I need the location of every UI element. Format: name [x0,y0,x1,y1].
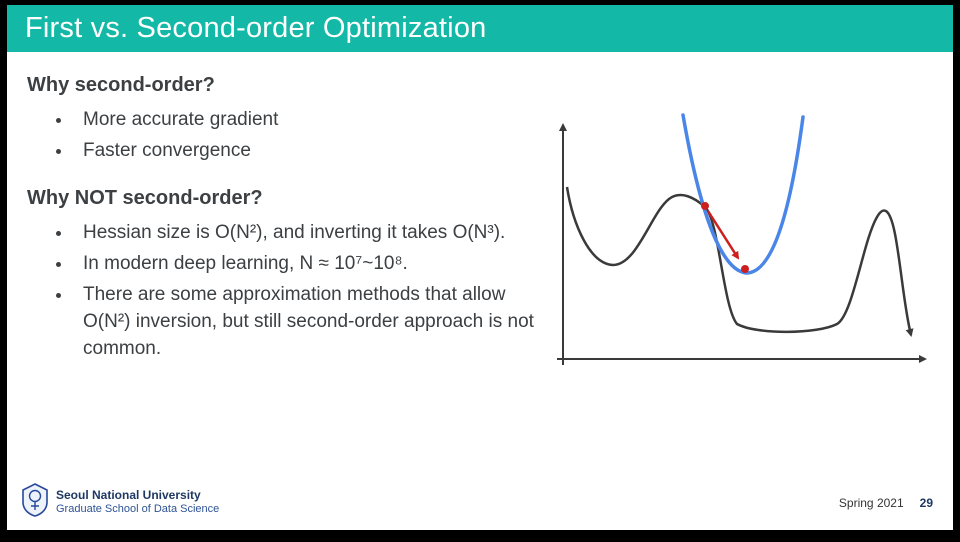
quadratic-approx-curve [681,113,805,275]
start-point-dot [701,202,709,210]
org-subtitle: Graduate School of Data Science [56,503,220,516]
footer-branding: Seoul National University Graduate Schoo… [21,483,219,522]
section-heading-why: Why second-order? [27,74,215,96]
bullet-list-why: More accurate gradient Faster convergenc… [27,107,547,165]
slide-content: Why second-order? More accurate gradient… [7,52,953,530]
newton-step-arrow [706,210,740,260]
org-name: Seoul National University [56,488,201,503]
slide-footer: Seoul National University Graduate Schoo… [21,483,933,522]
term-label: Spring 2021 [838,495,904,510]
slide-title: First vs. Second-order Optimization [25,12,487,44]
bullet-list-why-not: Hessian size is O(N²), and inverting it … [27,220,547,363]
slide-header: First vs. Second-order Optimization [7,5,953,52]
footer-org-text: Seoul National University Graduate Schoo… [56,488,219,517]
bullet-item: In modern deep learning, N ≈ 10⁷~10⁸. [73,251,545,278]
minimum-point-dot [741,265,749,273]
slide: First vs. Second-order Optimization Why … [7,5,953,530]
section-heading-why-not: Why NOT second-order? [27,186,263,209]
loss-landscape-svg [557,113,927,365]
content-column: Why second-order? More accurate gradient… [27,74,547,369]
bullet-item: More accurate gradient [73,107,545,134]
bullet-item: There are some approximation methods tha… [73,282,545,363]
loss-curve [565,186,914,337]
footer-meta: Spring 2021 29 [839,496,933,510]
bullet-item: Faster convergence [73,138,545,165]
bullet-item: Hessian size is O(N²), and inverting it … [73,220,545,247]
snu-logo-icon [21,483,49,522]
loss-landscape-diagram [550,107,945,382]
page-number: 29 [919,495,933,510]
